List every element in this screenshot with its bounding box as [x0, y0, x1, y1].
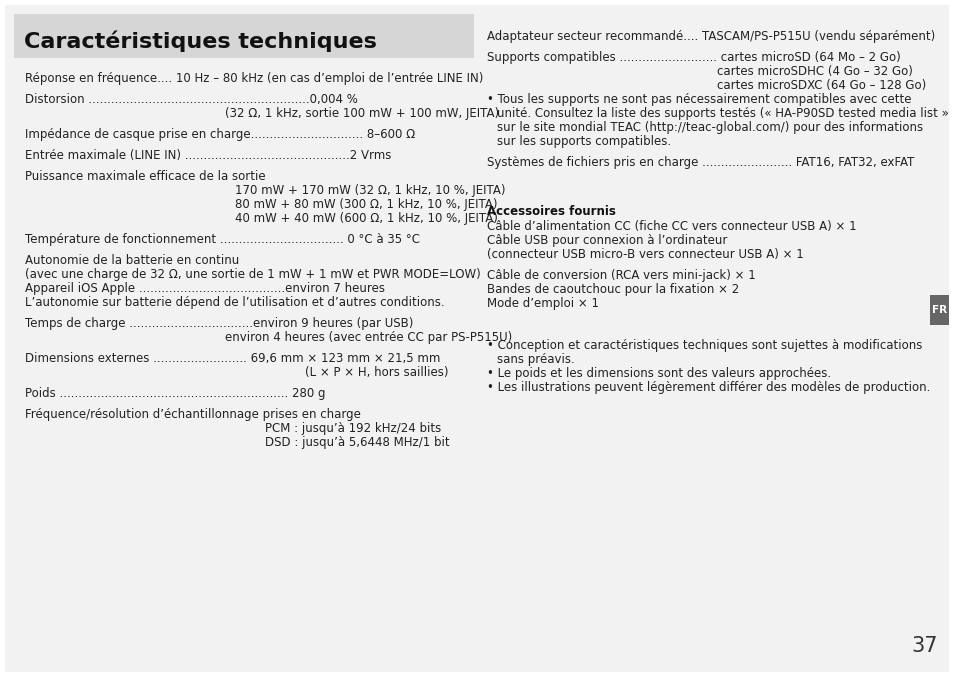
Text: Adaptateur secteur recommandé.... TASCAM/PS-P515U (vendu séparément): Adaptateur secteur recommandé.... TASCAM… — [486, 30, 934, 43]
Text: Câble d’alimentation CC (fiche CC vers connecteur USB A) × 1: Câble d’alimentation CC (fiche CC vers c… — [486, 220, 856, 233]
Text: Poids ............................................................. 280 g: Poids ..................................… — [25, 387, 325, 400]
Bar — [929, 295, 948, 325]
Text: • Conception et caractéristiques techniques sont sujettes à modifications: • Conception et caractéristiques techniq… — [486, 339, 922, 352]
Text: 40 mW + 40 mW (600 Ω, 1 kHz, 10 %, JEITA): 40 mW + 40 mW (600 Ω, 1 kHz, 10 %, JEITA… — [234, 212, 497, 225]
Text: cartes microSDXC (64 Go – 128 Go): cartes microSDXC (64 Go – 128 Go) — [717, 79, 925, 92]
Text: sans préavis.: sans préavis. — [497, 353, 574, 366]
Text: Dimensions externes ......................... 69,6 mm × 123 mm × 21,5 mm: Dimensions externes ....................… — [25, 352, 440, 365]
Text: DSD : jusqu’à 5,6448 MHz/1 bit: DSD : jusqu’à 5,6448 MHz/1 bit — [265, 436, 449, 449]
Text: unité. Consultez la liste des supports testés (« HA-P90SD tested media list »: unité. Consultez la liste des supports t… — [497, 107, 948, 120]
Text: Appareil iOS Apple .......................................environ 7 heures: Appareil iOS Apple .....................… — [25, 282, 385, 295]
Text: Distorsion ...........................................................0,004 %: Distorsion .............................… — [25, 93, 357, 106]
Text: Puissance maximale efficace de la sortie: Puissance maximale efficace de la sortie — [25, 170, 265, 183]
Text: Température de fonctionnement ................................. 0 °C à 35 °C: Température de fonctionnement ..........… — [25, 233, 419, 246]
Text: sur le site mondial TEAC (http://teac-global.com/) pour des informations: sur le site mondial TEAC (http://teac-gl… — [497, 121, 923, 134]
Text: Fréquence/résolution d’échantillonnage prises en charge: Fréquence/résolution d’échantillonnage p… — [25, 408, 360, 421]
Text: sur les supports compatibles.: sur les supports compatibles. — [497, 135, 670, 148]
Text: 37: 37 — [910, 636, 937, 656]
Text: Autonomie de la batterie en continu: Autonomie de la batterie en continu — [25, 254, 239, 267]
Text: 80 mW + 80 mW (300 Ω, 1 kHz, 10 %, JEITA): 80 mW + 80 mW (300 Ω, 1 kHz, 10 %, JEITA… — [234, 198, 497, 211]
Text: • Les illustrations peuvent légèrement différer des modèles de production.: • Les illustrations peuvent légèrement d… — [486, 381, 929, 394]
Text: L’autonomie sur batterie dépend de l’utilisation et d’autres conditions.: L’autonomie sur batterie dépend de l’uti… — [25, 296, 444, 309]
Text: Bandes de caoutchouc pour la fixation × 2: Bandes de caoutchouc pour la fixation × … — [486, 283, 739, 296]
Text: environ 4 heures (avec entrée CC par PS-P515U): environ 4 heures (avec entrée CC par PS-… — [225, 331, 512, 344]
Text: PCM : jusqu’à 192 kHz/24 bits: PCM : jusqu’à 192 kHz/24 bits — [265, 422, 441, 435]
Text: Réponse en fréquence.... 10 Hz – 80 kHz (en cas d’emploi de l’entrée LINE IN): Réponse en fréquence.... 10 Hz – 80 kHz … — [25, 72, 483, 85]
Text: (connecteur USB micro-B vers connecteur USB A) × 1: (connecteur USB micro-B vers connecteur … — [486, 248, 803, 261]
Text: Entrée maximale (LINE IN) ............................................2 Vrms: Entrée maximale (LINE IN) ..............… — [25, 149, 391, 162]
Text: (avec une charge de 32 Ω, une sortie de 1 mW + 1 mW et PWR MODE=LOW): (avec une charge de 32 Ω, une sortie de … — [25, 268, 480, 281]
Text: Systèmes de fichiers pris en charge ........................ FAT16, FAT32, exFAT: Systèmes de fichiers pris en charge ....… — [486, 156, 913, 169]
Text: Câble de conversion (RCA vers mini-jack) × 1: Câble de conversion (RCA vers mini-jack)… — [486, 269, 755, 282]
Text: Temps de charge .................................environ 9 heures (par USB): Temps de charge ........................… — [25, 317, 413, 330]
Text: Mode d’emploi × 1: Mode d’emploi × 1 — [486, 297, 598, 310]
Text: Câble USB pour connexion à l’ordinateur: Câble USB pour connexion à l’ordinateur — [486, 234, 726, 247]
Text: (L × P × H, hors saillies): (L × P × H, hors saillies) — [305, 366, 448, 379]
Bar — [14, 14, 474, 58]
Text: • Le poids et les dimensions sont des valeurs approchées.: • Le poids et les dimensions sont des va… — [486, 367, 830, 380]
Text: (32 Ω, 1 kHz, sortie 100 mW + 100 mW, JEITA): (32 Ω, 1 kHz, sortie 100 mW + 100 mW, JE… — [225, 107, 498, 120]
Text: Caractéristiques techniques: Caractéristiques techniques — [24, 30, 376, 51]
Text: Accessoires fournis: Accessoires fournis — [486, 205, 616, 218]
Text: 170 mW + 170 mW (32 Ω, 1 kHz, 10 %, JEITA): 170 mW + 170 mW (32 Ω, 1 kHz, 10 %, JEIT… — [234, 184, 505, 197]
Text: Impédance de casque prise en charge.............................. 8–600 Ω: Impédance de casque prise en charge.....… — [25, 128, 415, 141]
Text: • Tous les supports ne sont pas nécessairement compatibles avec cette: • Tous les supports ne sont pas nécessai… — [486, 93, 910, 106]
Text: Supports compatibles .......................... cartes microSD (64 Mo – 2 Go): Supports compatibles ...................… — [486, 51, 900, 64]
Text: FR: FR — [931, 305, 946, 315]
Text: cartes microSDHC (4 Go – 32 Go): cartes microSDHC (4 Go – 32 Go) — [717, 65, 912, 78]
